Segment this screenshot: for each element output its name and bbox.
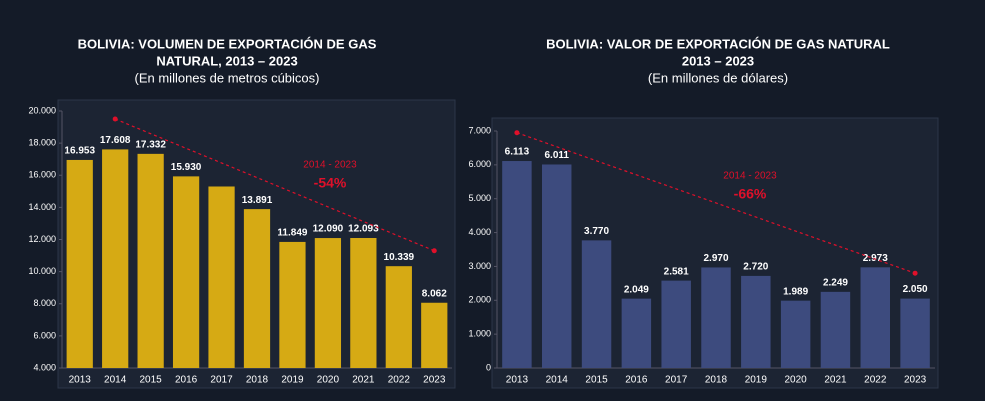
x-tick-label: 2023 xyxy=(423,375,446,386)
y-tick-label: 14.000 xyxy=(28,202,56,212)
x-tick-label: 2021 xyxy=(824,375,847,386)
value-label: 2.970 xyxy=(703,253,728,264)
value-label: 17.332 xyxy=(135,139,166,150)
y-tick-label: 4.000 xyxy=(468,227,491,237)
x-tick-label: 2020 xyxy=(785,375,808,386)
x-tick-label: 2019 xyxy=(281,375,304,386)
x-tick-label: 2013 xyxy=(69,375,92,386)
x-tick-label: 2022 xyxy=(864,375,887,386)
bar xyxy=(621,298,652,368)
chart-subtitle: (En millones de dólares) xyxy=(648,70,788,85)
y-tick-label: 1.000 xyxy=(468,329,491,339)
x-tick-label: 2015 xyxy=(140,375,163,386)
y-tick-label: 8.000 xyxy=(33,298,56,308)
bar xyxy=(137,153,164,368)
annotation-period: 2014 - 2023 xyxy=(723,171,777,182)
y-tick-label: 4.000 xyxy=(33,362,56,372)
x-tick-label: 2023 xyxy=(904,375,927,386)
value-label: 10.339 xyxy=(384,252,415,263)
x-tick-label: 2017 xyxy=(665,375,688,386)
value-label: 2.050 xyxy=(903,284,928,295)
bar xyxy=(661,280,691,368)
value-label: 2.973 xyxy=(863,253,888,264)
bar xyxy=(421,302,448,368)
bar xyxy=(172,176,200,368)
bar xyxy=(385,266,412,368)
value-label: 11.849 xyxy=(277,228,307,239)
y-tick-label: 10.000 xyxy=(28,266,56,276)
bar xyxy=(243,209,271,368)
x-tick-label: 2019 xyxy=(745,375,768,386)
chart-title: 2013 – 2023 xyxy=(682,53,754,68)
bar xyxy=(541,164,572,368)
annotation-change: -54% xyxy=(314,175,347,191)
value-label: 2.049 xyxy=(624,284,649,295)
value-label: 8.062 xyxy=(422,288,447,299)
x-tick-label: 2015 xyxy=(585,375,608,386)
bar xyxy=(780,300,811,368)
bar xyxy=(860,267,891,368)
bar xyxy=(581,240,612,368)
value-label: 2.249 xyxy=(823,277,848,288)
y-tick-label: 6.000 xyxy=(33,330,56,340)
x-tick-label: 2022 xyxy=(388,375,411,386)
x-tick-label: 2018 xyxy=(705,375,728,386)
value-label: 16.953 xyxy=(64,146,95,157)
x-tick-label: 2014 xyxy=(546,375,569,386)
bar xyxy=(900,298,930,368)
annotation-period: 2014 - 2023 xyxy=(303,160,357,171)
bar xyxy=(502,161,532,368)
trend-point xyxy=(514,130,520,136)
annotation-change: -66% xyxy=(734,186,767,202)
bar xyxy=(314,238,342,368)
x-tick-label: 2017 xyxy=(210,375,233,386)
y-tick-label: 3.000 xyxy=(468,261,491,271)
x-tick-label: 2021 xyxy=(352,375,375,386)
bar xyxy=(102,149,129,368)
x-tick-label: 2020 xyxy=(317,375,340,386)
trend-point xyxy=(912,270,918,276)
chart-subtitle: (En millones de metros cúbicos) xyxy=(135,70,320,85)
chart-title: BOLIVIA: VALOR DE EXPORTACIÓN DE GAS NAT… xyxy=(546,36,890,51)
x-tick-label: 2014 xyxy=(104,375,127,386)
value-label: 3.770 xyxy=(584,226,609,237)
value-label: 2.720 xyxy=(743,262,768,273)
x-tick-label: 2018 xyxy=(246,375,269,386)
value-label: 6.113 xyxy=(505,147,530,158)
value-label: 17.608 xyxy=(100,135,131,146)
bar xyxy=(279,241,306,368)
bar xyxy=(820,291,851,368)
bar xyxy=(701,267,731,368)
value-label: 13.891 xyxy=(242,195,273,206)
trend-point xyxy=(112,116,118,122)
value-label: 1.989 xyxy=(783,286,808,297)
chart-title: NATURAL, 2013 – 2023 xyxy=(156,53,297,68)
value-label: 2.581 xyxy=(664,266,689,277)
trend-point xyxy=(431,248,437,254)
value-label: 12.090 xyxy=(313,224,344,235)
bar xyxy=(741,275,771,368)
x-tick-label: 2016 xyxy=(175,375,198,386)
x-tick-label: 2013 xyxy=(506,375,529,386)
y-tick-label: 2.000 xyxy=(468,295,491,305)
y-tick-label: 20.000 xyxy=(28,105,56,115)
value-label: 12.093 xyxy=(348,224,379,235)
value-label: 6.011 xyxy=(544,150,569,161)
bar xyxy=(208,186,235,368)
y-tick-label: 18.000 xyxy=(28,138,56,148)
bar xyxy=(66,159,93,368)
chart-title: BOLIVIA: VOLUMEN DE EXPORTACIÓN DE GAS xyxy=(78,36,377,51)
y-tick-label: 5.000 xyxy=(468,193,491,203)
y-tick-label: 6.000 xyxy=(468,159,491,169)
y-tick-label: 16.000 xyxy=(28,170,56,180)
y-tick-label: 7.000 xyxy=(468,125,491,135)
trend-line xyxy=(516,132,916,274)
x-tick-label: 2016 xyxy=(625,375,648,386)
y-tick-label: 0 xyxy=(486,362,491,372)
y-tick-label: 12.000 xyxy=(28,234,56,244)
bar xyxy=(350,238,377,368)
value-label: 15.930 xyxy=(171,162,202,173)
